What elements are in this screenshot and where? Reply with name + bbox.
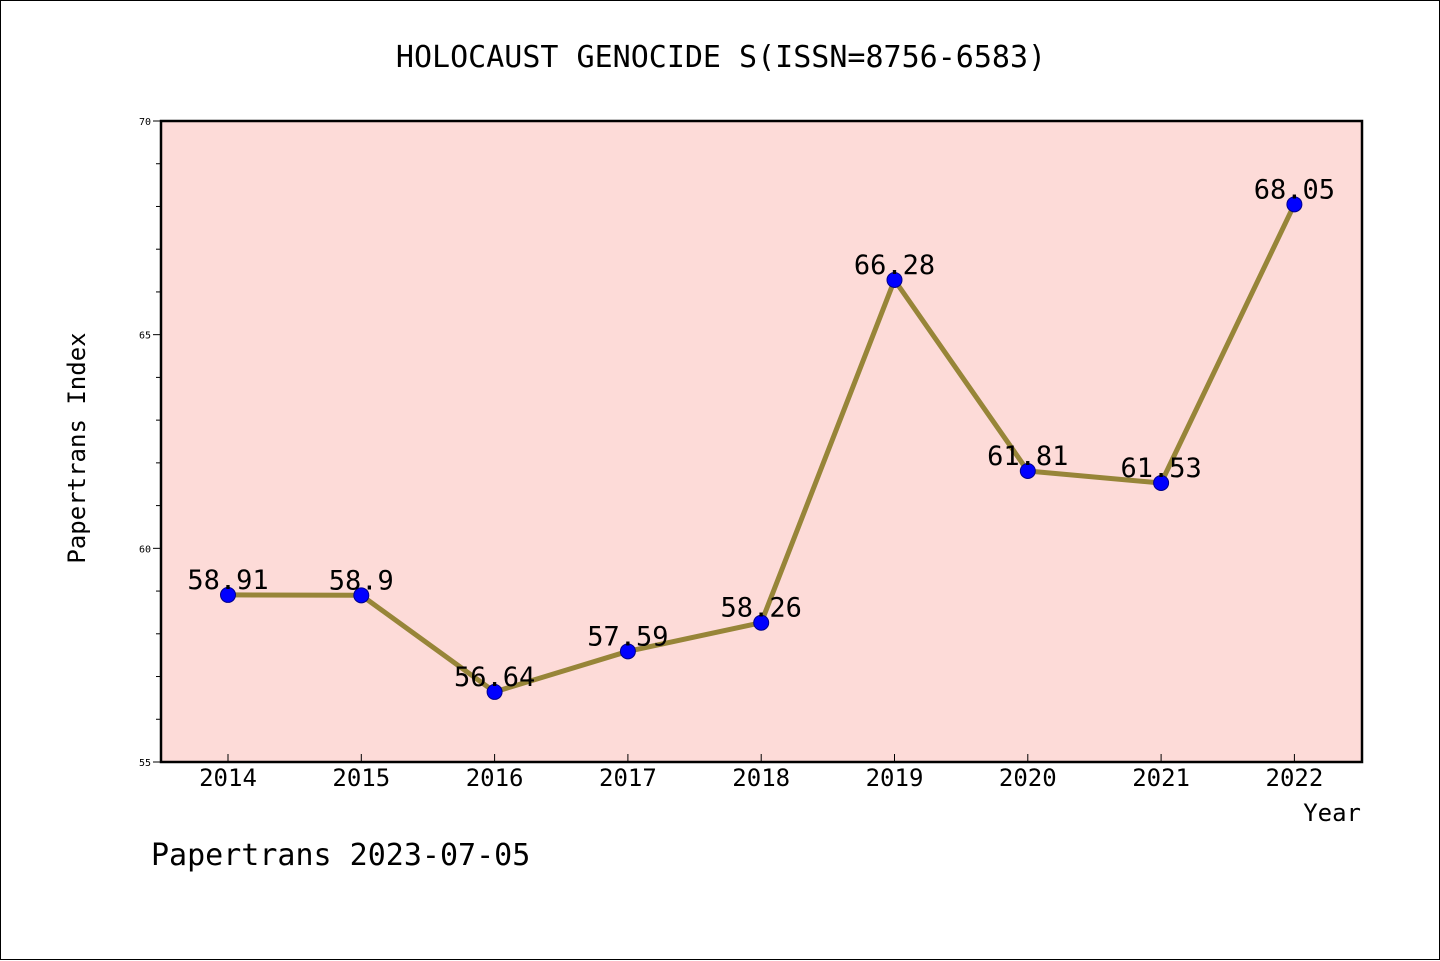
x-tick-label: 2016 xyxy=(466,764,524,792)
x-tick-label: 2019 xyxy=(866,764,924,792)
data-label-2017: 57.59 xyxy=(587,621,668,652)
footer-date: Papertrans 2023-07-05 xyxy=(151,838,530,873)
data-point-2014 xyxy=(220,586,236,603)
data-label-2014: 58.91 xyxy=(187,565,268,596)
plot-border xyxy=(159,119,1364,764)
data-point-2017 xyxy=(619,643,636,660)
plot-area xyxy=(161,121,1362,762)
data-label-2019: 66.28 xyxy=(854,250,935,281)
x-tick-label: 2018 xyxy=(732,764,790,792)
y-tick-label: 55 xyxy=(139,758,151,769)
x-axis: 2014 2015 2016 2017 2018 2019 2020 2021 2022 xyxy=(199,754,1323,792)
data-point-2019 xyxy=(886,271,903,288)
data-point-2022 xyxy=(1286,196,1303,213)
x-tick-label: 2015 xyxy=(332,764,390,792)
y-axis: 55 60 65 70 xyxy=(139,117,161,769)
data-label-2020: 61.81 xyxy=(987,441,1068,472)
x-tick-label: 2014 xyxy=(199,764,257,792)
y-axis-title: Papertrans Index xyxy=(63,332,91,563)
y-tick-label: 65 xyxy=(139,331,151,342)
x-tick-label: 2020 xyxy=(999,764,1057,792)
data-label-2022: 68.05 xyxy=(1254,174,1335,205)
data-label-2021: 61.53 xyxy=(1120,453,1201,484)
data-point-2020 xyxy=(1019,462,1036,479)
data-point-2016 xyxy=(486,683,503,700)
data-label-2018: 58.26 xyxy=(721,593,802,624)
x-axis-title: Year xyxy=(1303,799,1361,827)
data-point-2015 xyxy=(353,587,370,604)
series-papertrans-index xyxy=(220,196,1303,700)
x-tick-label: 2017 xyxy=(599,764,657,792)
data-point-2021 xyxy=(1153,474,1170,491)
x-tick-label: 2022 xyxy=(1266,764,1324,792)
chart-title: HOLOCAUST GENOCIDE S(ISSN=8756-6583) xyxy=(396,40,1046,75)
y-tick-label: 70 xyxy=(139,117,151,128)
x-tick-label: 2021 xyxy=(1132,764,1190,792)
data-label-2016: 56.64 xyxy=(454,662,535,693)
data-label-2015: 58.9 xyxy=(329,565,394,596)
data-labels: 58.91 58.9 56.64 57.59 58.26 66.28 61.81 61.53 6… xyxy=(187,174,1335,693)
data-point-2018 xyxy=(753,614,770,631)
y-tick-label: 60 xyxy=(139,544,151,555)
